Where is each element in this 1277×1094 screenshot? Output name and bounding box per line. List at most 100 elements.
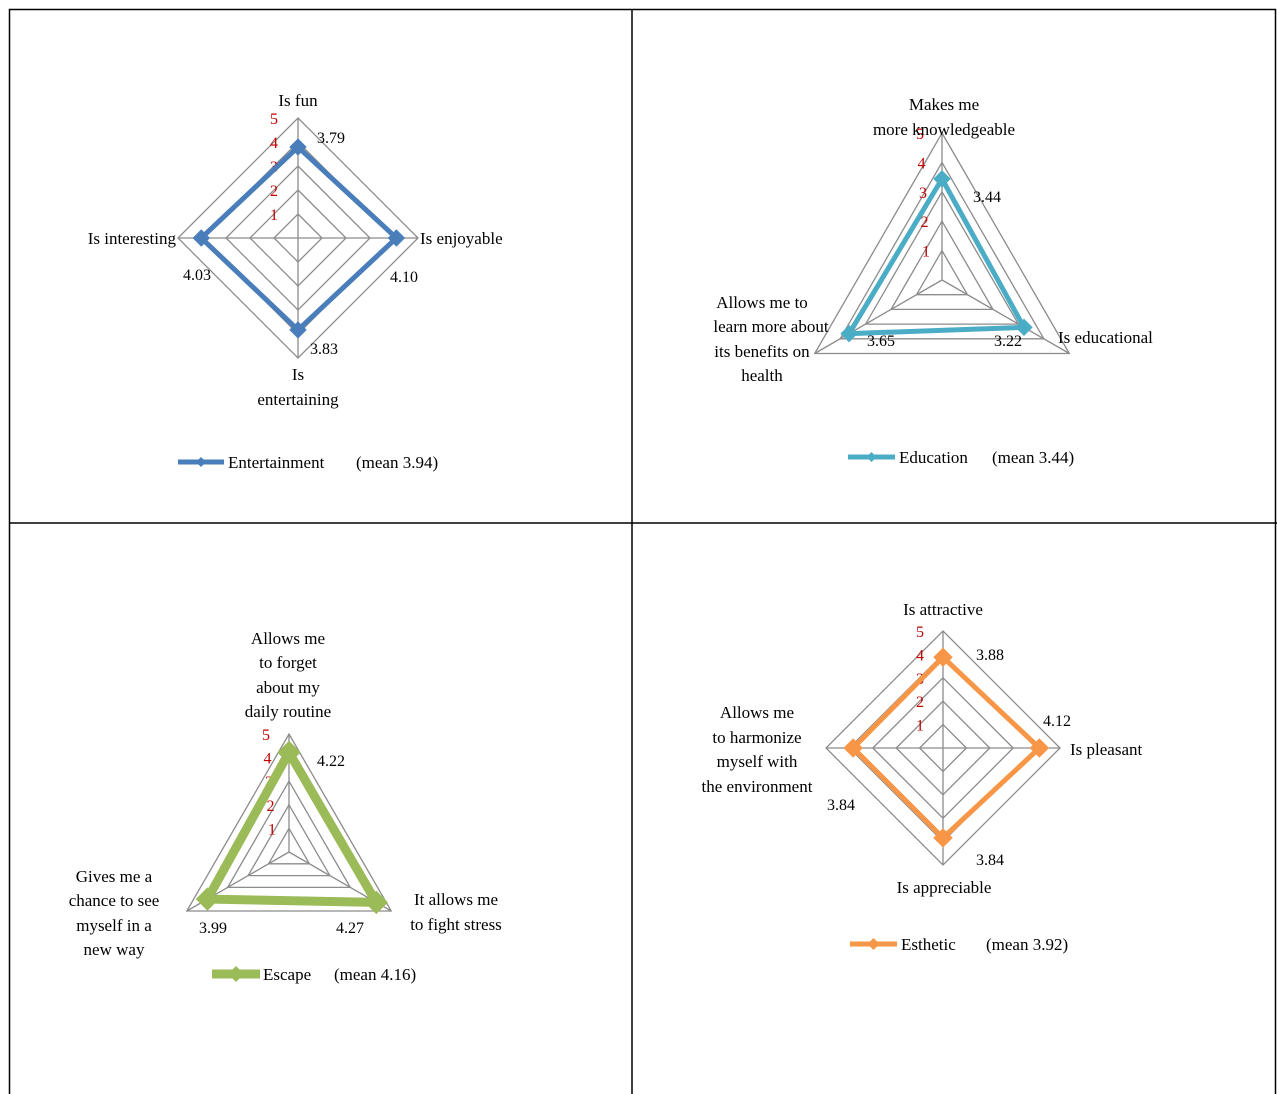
legend-series-name: Education <box>899 448 968 467</box>
value-label: 4.10 <box>390 269 418 286</box>
tick-label: 2 <box>267 798 275 815</box>
axis-label-line: Is educational <box>1058 328 1153 347</box>
spoke-3 <box>814 279 943 355</box>
data-point <box>289 321 307 339</box>
data-point <box>387 229 406 247</box>
value-label: 3.44 <box>973 189 1001 206</box>
value-label: 3.65 <box>867 333 895 350</box>
axis-label-line: the environment <box>702 777 813 796</box>
grid-ring-1 <box>267 827 311 865</box>
axis-label-line: Is interesting <box>88 229 177 248</box>
axis-label-line: learn more about <box>713 317 828 336</box>
tick-label: 1 <box>270 207 278 224</box>
axis-label-line: Is fun <box>278 91 318 110</box>
value-label: 4.03 <box>183 267 211 284</box>
data-point <box>364 890 388 915</box>
axis-label-line: about my <box>256 678 320 697</box>
legend-swatch-marker <box>196 457 206 467</box>
legend-mean-note: (mean 3.94) <box>356 453 438 472</box>
axis-label-line: It allows me <box>414 890 498 909</box>
grid-ring-3 <box>864 190 1020 325</box>
tick-label: 4 <box>270 135 278 152</box>
axis-label-line: myself in a <box>76 916 152 935</box>
axis-label-line: entertaining <box>257 390 339 409</box>
data-point <box>1029 738 1050 758</box>
axis-label: Is appreciable <box>897 878 992 897</box>
axis-label-line: myself with <box>717 752 798 771</box>
axis-label: It allows me to fight stress <box>410 890 502 934</box>
axis-label-line: chance to see <box>69 891 160 910</box>
radar-chart-education: 1 2 3 4 5 Makes me more knowledgeable Is educat… <box>713 95 1153 467</box>
data-point <box>933 828 953 848</box>
axis-label: Is pleasant <box>1070 740 1143 759</box>
tick-label: 5 <box>262 727 270 744</box>
axis-label-line: Is pleasant <box>1070 740 1143 759</box>
axis-label: Gives me a chance to see myself in a new wa… <box>69 867 160 959</box>
legend: Education (mean 3.44) <box>848 448 1074 467</box>
axis-label-line: Allows me to <box>716 293 808 312</box>
legend-swatch-marker <box>866 452 877 462</box>
data-point <box>933 170 951 188</box>
value-label: 3.83 <box>310 341 338 358</box>
axis-label: Is enjoyable <box>420 229 503 248</box>
series-line <box>844 173 1029 337</box>
value-label: 3.88 <box>976 647 1004 664</box>
spoke-2 <box>941 279 1070 355</box>
axis-label: Allows me to forget about my daily routine <box>245 629 331 721</box>
tick-label: 2 <box>270 183 278 200</box>
axis-label-line: to harmonize <box>712 728 801 747</box>
axis-label: Is interesting <box>88 229 177 248</box>
tick-label: 4 <box>264 751 272 768</box>
axis-label-line: Gives me a <box>76 867 153 886</box>
data-point <box>933 647 953 667</box>
axis-label-line: more knowledgeable <box>873 120 1015 139</box>
axis-label-line: to fight stress <box>410 915 502 934</box>
value-label: 4.22 <box>317 753 345 770</box>
data-point <box>840 324 858 343</box>
axis-label: Is attractive <box>903 600 983 619</box>
legend-series-name: Escape <box>263 965 311 984</box>
value-label: 3.22 <box>994 333 1022 350</box>
tick-label: 5 <box>916 126 924 143</box>
tick-label: 1 <box>268 821 276 838</box>
grid-ring-4 <box>839 161 1045 340</box>
axis-label: Is entertaining <box>257 365 339 409</box>
grid-ring-3 <box>226 779 352 889</box>
tick-label: 1 <box>916 718 924 735</box>
legend-series-name: Esthetic <box>901 935 956 954</box>
series-line <box>199 743 385 908</box>
axis-label-line: new way <box>84 940 145 959</box>
legend-series-name: Entertainment <box>228 453 325 472</box>
axis-label: Makes me more knowledgeable <box>873 95 1015 139</box>
data-point <box>843 738 863 758</box>
legend-swatch-marker <box>228 966 244 982</box>
axis-label-line: Is <box>292 365 304 384</box>
grid-ring-2 <box>889 219 995 311</box>
legend-mean-note: (mean 3.44) <box>992 448 1074 467</box>
value-label: 3.84 <box>827 797 855 814</box>
data-point <box>192 229 210 247</box>
grid-ring-5 <box>813 131 1071 355</box>
data-point <box>289 138 307 156</box>
axis-label-line: daily routine <box>245 702 331 721</box>
axis-label-line: to forget <box>259 653 317 672</box>
value-label: 3.79 <box>317 130 345 147</box>
axis-label: Is fun <box>278 91 318 110</box>
data-point <box>1015 318 1033 337</box>
axis-label: Is educational <box>1058 328 1153 347</box>
tick-label: 4 <box>916 647 924 664</box>
tick-label: 4 <box>918 155 926 172</box>
tick-label: 2 <box>916 694 924 711</box>
value-label: 4.12 <box>1043 713 1071 730</box>
tick-label: 5 <box>916 624 924 641</box>
grid-ring-2 <box>246 803 332 877</box>
axis-label-line: Is appreciable <box>897 878 992 897</box>
grid-ring-1 <box>915 249 969 296</box>
axis-label: Allows me to learn more about its benefits… <box>713 293 828 385</box>
legend-mean-note: (mean 4.16) <box>334 965 416 984</box>
